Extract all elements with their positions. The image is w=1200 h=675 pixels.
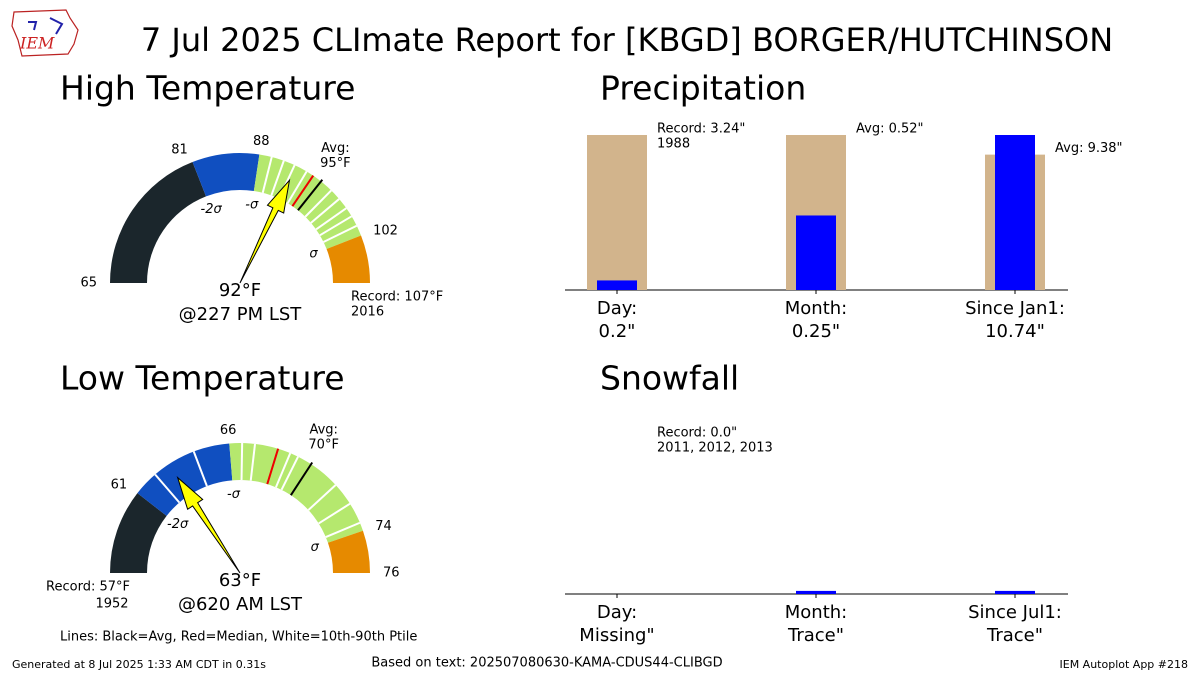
percentile-line — [240, 443, 244, 481]
sigma-label: -2σ — [167, 517, 189, 532]
x-tick-label: Month: — [785, 298, 847, 319]
bar — [995, 590, 1035, 594]
value-label: 92°F — [219, 280, 261, 301]
value-label: 10.74" — [985, 321, 1045, 342]
bar — [796, 590, 836, 594]
value-label: 0.2" — [599, 321, 636, 342]
sigma-label: -σ — [245, 197, 259, 212]
logo-outline — [11, 9, 79, 57]
value-label: Trace" — [787, 625, 844, 646]
gauge-band — [110, 161, 207, 283]
avg-title: Avg: — [321, 141, 349, 156]
time-label: @620 AM LST — [178, 594, 303, 615]
annotation: Avg: 0.52" — [856, 122, 924, 137]
sigma-label: σ — [309, 247, 318, 262]
logo-symbol — [28, 17, 64, 35]
gauge-band — [229, 443, 363, 543]
gauge-tick-label: 65 — [80, 276, 97, 291]
percentile-line — [307, 484, 337, 511]
footer-source: Based on text: 202507080630-KAMA-CDUS44-… — [371, 656, 722, 671]
x-tick-label: Since Jul1: — [968, 602, 1062, 623]
legend-note: Lines: Black=Avg, Red=Median, White=10th… — [60, 630, 417, 645]
value-label: Missing" — [579, 625, 654, 646]
bar — [796, 215, 836, 290]
value-label: 63°F — [219, 570, 261, 591]
percentile-line — [310, 198, 340, 224]
percentile-line — [304, 189, 332, 218]
gauge-band — [327, 530, 370, 573]
page-title: 7 Jul 2025 CLImate Report for [KBGD] BOR… — [141, 21, 1113, 59]
percentile-line — [192, 451, 208, 487]
median-line — [291, 175, 315, 207]
gauge-tick-label: 88 — [253, 134, 270, 149]
avg-line — [290, 461, 314, 496]
chart-title: Low Temperature — [60, 359, 345, 398]
avg-label: 95°F — [320, 156, 351, 171]
percentile-line — [318, 502, 351, 525]
annotation: Record: 0.0" — [657, 426, 737, 441]
median-line — [266, 448, 280, 485]
percentile-line — [325, 521, 361, 538]
annotation: 1988 — [657, 137, 690, 152]
percentile-line — [275, 452, 292, 488]
logo: IEM — [11, 9, 79, 57]
percentile-line — [319, 215, 353, 237]
percentile-line — [270, 160, 285, 196]
percentile-line — [323, 224, 358, 243]
percentile-line — [315, 207, 347, 231]
percentile-line — [286, 170, 308, 204]
gauge-tick-label: 81 — [171, 142, 188, 157]
sigma-label: σ — [311, 540, 320, 555]
x-tick-label: Since Jan1: — [965, 298, 1065, 319]
bar — [597, 280, 637, 290]
percentile-line — [249, 443, 257, 481]
chart-title: Precipitation — [600, 69, 806, 108]
avg-line — [297, 179, 324, 211]
needle — [176, 476, 241, 574]
footer-generated: Generated at 8 Jul 2025 1:33 AM CDT in 0… — [12, 658, 266, 671]
annotation: 2011, 2012, 2013 — [657, 441, 773, 456]
chart-title: High Temperature — [60, 69, 355, 108]
record-year: 2016 — [351, 305, 384, 320]
chart-title: Snowfall — [600, 359, 739, 398]
value-label: 0.25" — [792, 321, 840, 342]
percentile-line — [154, 473, 181, 504]
sigma-label: -2σ — [201, 202, 223, 217]
x-tick-label: Day: — [597, 602, 637, 623]
gauge-band — [192, 153, 260, 197]
percentile-line — [261, 156, 273, 194]
gauge-tick-label: 102 — [373, 223, 398, 238]
avg-label: 70°F — [308, 437, 339, 452]
x-tick-label: Month: — [785, 602, 847, 623]
bar — [995, 135, 1035, 290]
gauge-band — [253, 154, 362, 250]
logo-text: IEM — [19, 34, 55, 53]
gauge-band — [326, 235, 370, 283]
x-tick-label: Day: — [597, 298, 637, 319]
record-label: Record: 57°F — [46, 580, 130, 595]
gauge-tick-label: 66 — [220, 423, 237, 438]
avg-title: Avg: — [309, 422, 337, 437]
gauge-tick-label: 74 — [375, 519, 392, 534]
sigma-label: -σ — [227, 487, 241, 502]
annotation: Avg: 9.38" — [1055, 141, 1123, 156]
record-year: 1952 — [95, 597, 128, 612]
footer-app: IEM Autoplot App #218 — [1060, 658, 1189, 671]
gauge-tick-label: 61 — [111, 478, 128, 493]
bar — [587, 135, 647, 290]
percentile-line — [280, 456, 299, 491]
annotation: Record: 3.24" — [657, 122, 745, 137]
value-label: Trace" — [986, 625, 1043, 646]
gauge-tick-label: 76 — [383, 566, 400, 581]
record-label: Record: 107°F — [351, 290, 443, 305]
gauge-band — [110, 493, 167, 573]
gauge-band — [137, 443, 233, 516]
needle — [239, 178, 291, 284]
time-label: @227 PM LST — [179, 304, 303, 325]
